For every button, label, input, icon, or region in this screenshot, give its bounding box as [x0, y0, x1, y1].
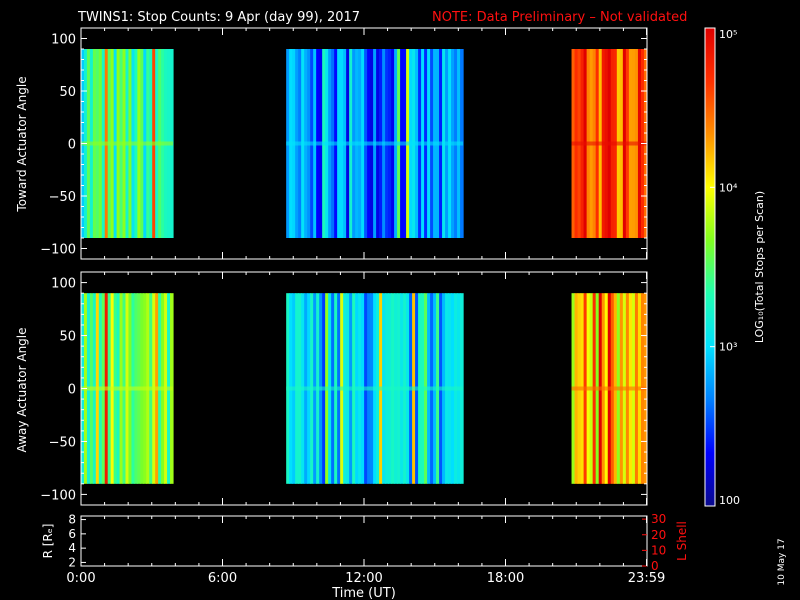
y-tick-label: −50 [49, 190, 76, 205]
y-tick-label: −100 [40, 488, 76, 503]
r-tick-label: 8 [68, 513, 76, 527]
away-heatmap [81, 293, 647, 484]
zero-angle-band [81, 386, 173, 391]
x-tick-label: 12:00 [345, 571, 382, 586]
colorbar-strip [704, 27, 716, 507]
lshell-tick-label: 20 [651, 528, 666, 542]
r-tick-label: 4 [68, 541, 76, 555]
lshell-tick-label: 30 [651, 512, 666, 526]
time-axis-label: Time (UT) [331, 586, 396, 600]
toward-y-ticks: 100 50 0 −50 −100 [40, 33, 647, 258]
x-tick-label: 6:00 [208, 571, 237, 586]
y-tick-label: 0 [68, 383, 76, 398]
zero-angle-band [571, 386, 647, 391]
lshell-axis-label: L Shell [675, 521, 689, 561]
colorbar-tick-label: 100 [719, 494, 740, 507]
y-tick-label: 100 [51, 33, 76, 48]
x-tick-label: 0:00 [66, 571, 95, 586]
y-tick-label: 50 [59, 330, 76, 345]
zero-angle-band [286, 141, 464, 146]
colorbar-ticks: 100 10³ 10⁴ 10⁵ [710, 27, 740, 507]
zero-angle-band [571, 141, 647, 146]
away-y-axis-label: Away Actuator Angle [15, 327, 29, 452]
x-tick-label: 23:59 [628, 571, 665, 586]
toward-y-axis-label: Toward Actuator Angle [15, 76, 29, 212]
r-tick-label: 2 [68, 555, 76, 569]
lshell-tick-label: 0 [651, 559, 659, 573]
y-tick-label: 50 [59, 85, 76, 100]
y-tick-label: 100 [51, 277, 76, 292]
r-lshell-panel-frame [80, 515, 648, 567]
generation-date: 10 May 17 [777, 538, 787, 585]
r-tick-label: 6 [68, 527, 76, 541]
preliminary-note: NOTE: Data Preliminary – Not validated [432, 10, 687, 25]
r-axis-label: R [Rₑ] [41, 524, 55, 559]
y-tick-label: 0 [68, 138, 76, 153]
zero-angle-band [286, 386, 464, 391]
y-tick-label: −100 [40, 243, 76, 258]
lshell-tick-label: 10 [651, 543, 666, 557]
y-tick-label: −50 [49, 435, 76, 450]
away-y-ticks: 100 50 0 −50 −100 [40, 277, 647, 503]
x-tick-label: 18:00 [487, 571, 524, 586]
away-actuator-panel: 100 50 0 −50 −100 Away Actuator Angle [15, 271, 648, 506]
colorbar: 100 10³ 10⁴ 10⁵ LOG₁₀(Total Stops per Scan) [704, 27, 766, 507]
colorbar-tick-label: 10⁴ [719, 181, 738, 194]
colorbar-tick-label: 10⁵ [719, 28, 737, 41]
toward-actuator-panel: 100 50 0 −50 −100 Toward Actuator Angle [15, 27, 648, 260]
chart-title: TWINS1: Stop Counts: 9 Apr (day 99), 201… [77, 10, 360, 25]
toward-heatmap [81, 49, 647, 238]
colorbar-label: LOG₁₀(Total Stops per Scan) [753, 191, 766, 343]
time-x-ticks: 0:00 6:00 12:00 18:00 23:59 [66, 28, 665, 586]
colorbar-tick-label: 10³ [719, 341, 737, 354]
zero-angle-band [81, 141, 173, 146]
